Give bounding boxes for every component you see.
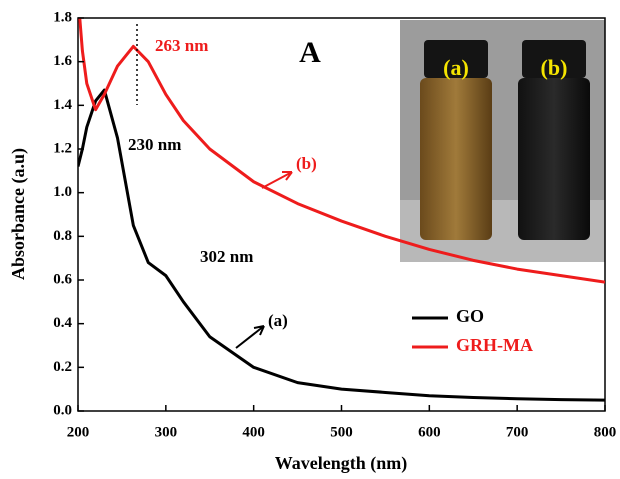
inset-label: (b) (541, 55, 568, 80)
y-tick-label: 0.6 (53, 271, 72, 287)
legend-label: GRH-MA (456, 335, 533, 355)
x-tick-label: 600 (418, 424, 441, 440)
y-tick-label: 1.6 (53, 53, 72, 69)
annotation: 302 nm (200, 247, 253, 266)
y-tick-label: 0.4 (53, 315, 72, 331)
panel-label: A (299, 36, 321, 69)
x-tick-label: 400 (242, 424, 265, 440)
y-tick-label: 1.0 (53, 184, 72, 200)
y-tick-label: 1.8 (53, 9, 72, 25)
inset-photo (400, 20, 605, 262)
annotation: 230 nm (128, 135, 181, 154)
y-tick-label: 0.8 (53, 228, 72, 244)
x-tick-label: 200 (67, 424, 90, 440)
annotation: 263 nm (155, 36, 208, 55)
annotation: (a) (268, 311, 288, 330)
arrow (262, 172, 292, 188)
x-tick-label: 300 (155, 424, 178, 440)
arrow (236, 326, 264, 348)
y-tick-label: 0.2 (53, 359, 72, 375)
x-axis-label: Wavelength (nm) (275, 453, 408, 474)
chart: (a) (b) A 263 nm 230 nm 302 nm (b) (a) W… (0, 0, 620, 479)
y-tick-label: 1.4 (53, 97, 72, 113)
y-tick-label: 0.0 (53, 402, 72, 418)
y-tick-label: 1.2 (53, 140, 72, 156)
x-tick-label: 700 (506, 424, 529, 440)
vial-b (518, 78, 590, 240)
x-tick-label: 800 (594, 424, 617, 440)
y-axis-label: Absorbance (a.u) (8, 148, 29, 280)
x-tick-label: 500 (330, 424, 353, 440)
annotation: (b) (296, 154, 317, 173)
vial-a (420, 78, 492, 240)
legend-label: GO (456, 306, 484, 326)
inset-label: (a) (443, 55, 469, 80)
